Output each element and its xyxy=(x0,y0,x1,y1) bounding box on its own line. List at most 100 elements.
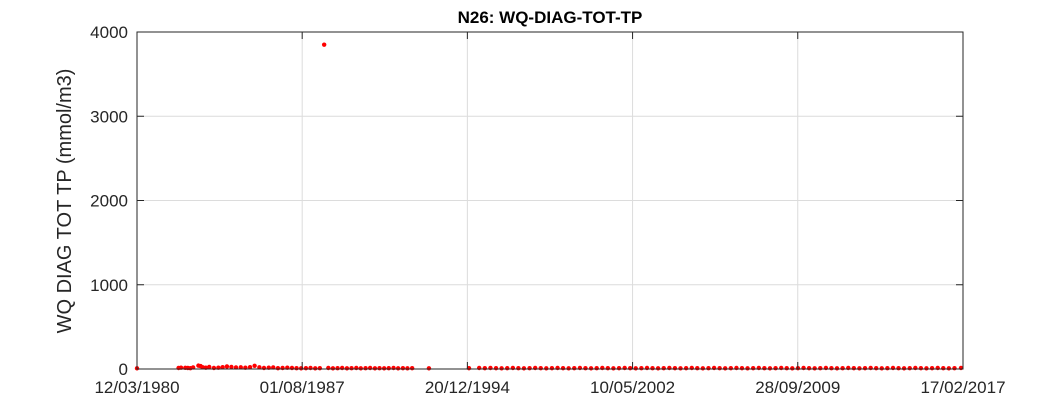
data-point xyxy=(627,365,633,371)
data-point xyxy=(901,366,907,371)
data-point xyxy=(321,42,327,47)
data-point xyxy=(728,365,734,371)
data-point xyxy=(739,365,745,371)
data-point xyxy=(247,364,253,370)
y-axis-tick-labels: 0 1000 2000 3000 4000 xyxy=(90,23,128,379)
data-point xyxy=(224,364,230,369)
data-point xyxy=(896,365,901,371)
data-point xyxy=(935,365,940,371)
data-point xyxy=(672,365,678,371)
data-point xyxy=(426,366,432,371)
data-point xyxy=(400,365,406,371)
x-tick-label: 17/02/2017 xyxy=(920,378,1005,397)
data-point xyxy=(549,365,555,371)
data-point xyxy=(801,365,806,371)
data-point xyxy=(207,364,212,370)
data-point xyxy=(683,365,689,371)
data-point xyxy=(555,365,560,371)
data-point xyxy=(252,363,257,368)
data-point xyxy=(583,365,588,371)
data-point xyxy=(790,366,795,371)
data-point xyxy=(633,366,638,371)
data-point xyxy=(339,365,345,371)
data-point xyxy=(667,365,672,371)
data-point xyxy=(220,364,225,370)
data-point xyxy=(639,365,644,371)
data-point xyxy=(577,365,583,371)
x-axis-tick-labels: 12/03/1980 01/08/1987 20/12/1994 10/05/2002… xyxy=(94,378,1005,397)
data-point xyxy=(493,365,499,371)
data-point xyxy=(308,365,313,371)
data-point xyxy=(722,366,728,371)
data-point xyxy=(616,365,622,371)
data-point xyxy=(873,365,879,371)
data-point xyxy=(818,365,823,371)
y-tick-label: 1000 xyxy=(90,276,128,295)
data-point xyxy=(409,365,415,371)
data-point xyxy=(611,366,616,371)
data-point xyxy=(840,365,845,371)
data-point xyxy=(544,366,549,371)
axis-ticks xyxy=(136,31,964,370)
data-point xyxy=(516,365,521,371)
data-point xyxy=(572,365,577,371)
data-point xyxy=(488,365,493,371)
data-point xyxy=(405,366,410,371)
data-point xyxy=(499,366,504,371)
data-point xyxy=(907,365,912,371)
data-point xyxy=(363,365,368,371)
data-point xyxy=(261,365,267,371)
x-tick-label: 01/08/1987 xyxy=(260,378,345,397)
data-point xyxy=(678,366,683,371)
data-point xyxy=(812,366,817,371)
data-point xyxy=(317,365,323,371)
data-point xyxy=(717,365,722,371)
data-point xyxy=(918,365,924,371)
data-point xyxy=(929,365,935,371)
y-tick-label: 4000 xyxy=(90,23,128,42)
data-point xyxy=(386,365,391,371)
data-point xyxy=(538,365,543,371)
data-point xyxy=(644,365,650,371)
data-point xyxy=(238,365,243,370)
data-point xyxy=(750,365,756,371)
data-point xyxy=(354,365,359,371)
data-point xyxy=(533,365,538,371)
data-point xyxy=(229,364,234,370)
data-point xyxy=(946,366,952,371)
data-point xyxy=(391,365,396,371)
data-point xyxy=(689,365,694,371)
data-point xyxy=(358,366,363,371)
data-point xyxy=(275,365,281,371)
data-point xyxy=(588,366,594,371)
data-point xyxy=(211,365,217,371)
data-point xyxy=(294,365,299,371)
data-point xyxy=(280,365,285,371)
x-tick-label: 10/05/2002 xyxy=(590,378,675,397)
data-point xyxy=(521,366,527,371)
y-tick-label: 2000 xyxy=(90,192,128,211)
data-point xyxy=(829,365,834,371)
data-point xyxy=(846,365,851,371)
data-point xyxy=(372,366,378,371)
data-point xyxy=(924,366,929,371)
data-point xyxy=(335,365,340,371)
data-point xyxy=(784,365,789,371)
data-point xyxy=(913,365,918,371)
data-point xyxy=(941,365,946,371)
data-point xyxy=(381,366,387,371)
data-point xyxy=(257,365,262,370)
chart-title: N26: WQ-DIAG-TOT-TP xyxy=(458,8,643,27)
data-point xyxy=(313,366,318,371)
y-tick-label: 0 xyxy=(119,360,128,379)
y-tick-label: 3000 xyxy=(90,107,128,126)
data-point xyxy=(695,365,700,371)
x-tick-label: 12/03/1980 xyxy=(94,378,179,397)
data-point xyxy=(476,365,482,371)
data-point xyxy=(745,366,750,371)
data-point xyxy=(560,365,566,371)
data-point xyxy=(823,365,829,371)
data-point xyxy=(289,365,295,371)
data-point xyxy=(700,366,706,371)
